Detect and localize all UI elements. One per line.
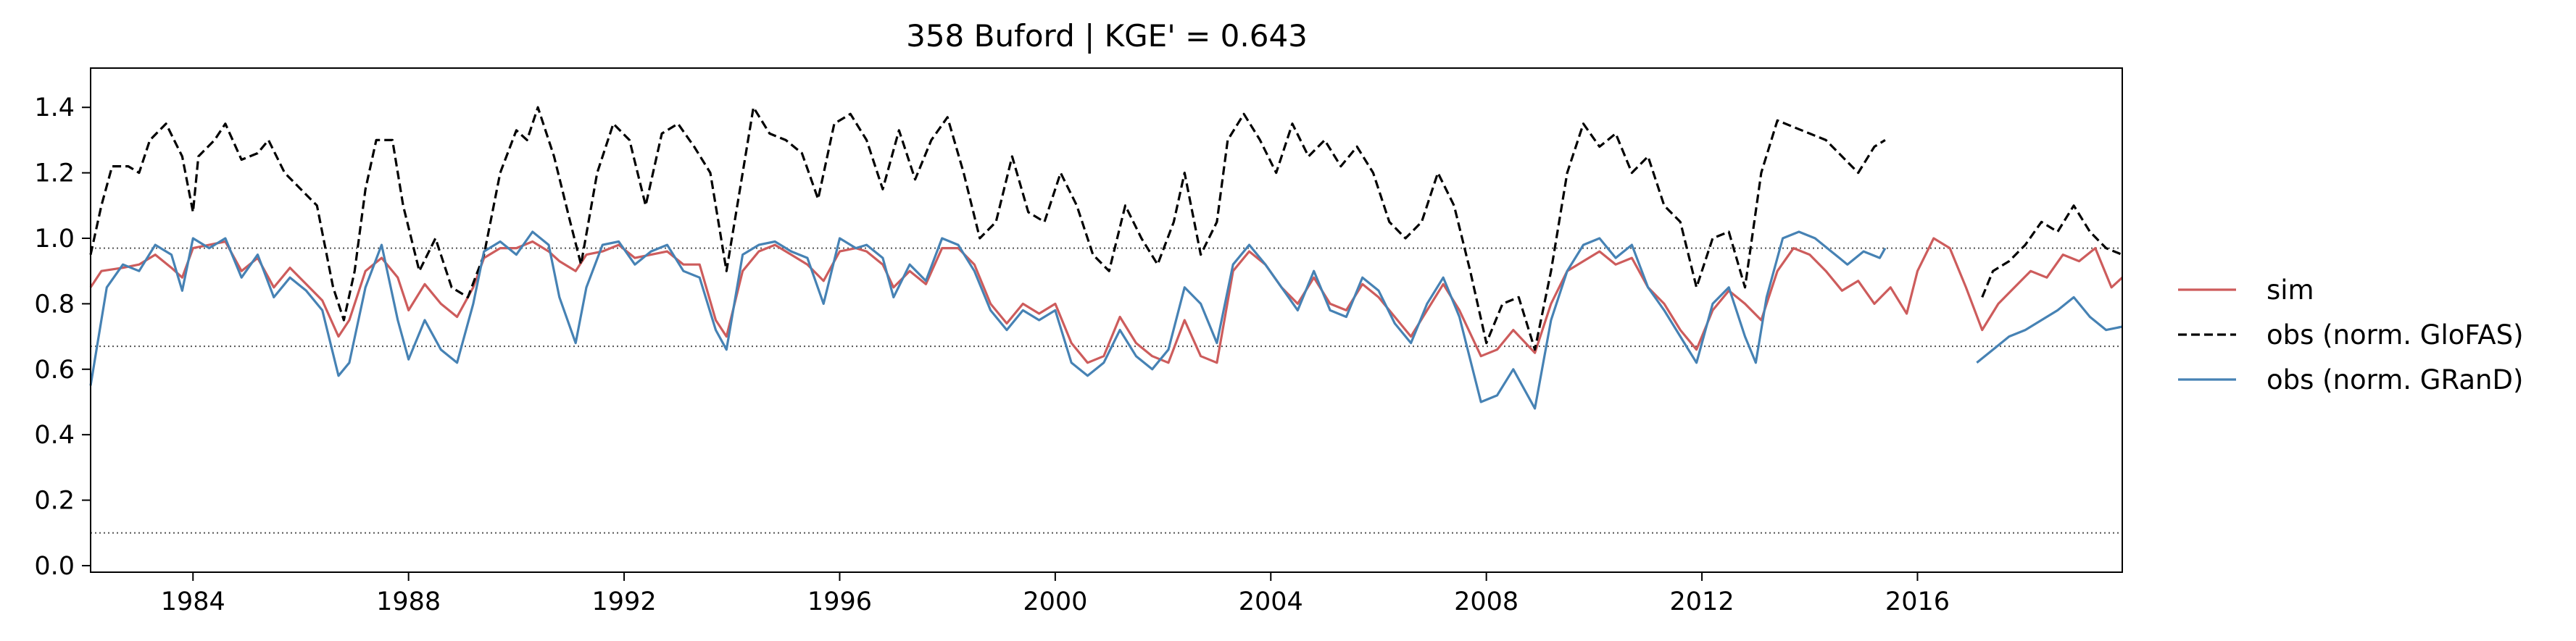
- legend-label-2: obs (norm. GRanD): [2267, 364, 2523, 395]
- x-tick-label-1: 1988: [376, 587, 441, 616]
- y-tick-label-2: 0.4: [34, 421, 75, 450]
- legend-label-1: obs (norm. GloFAS): [2267, 319, 2524, 351]
- series-line-1: [89, 106, 2123, 351]
- x-tick-label-4: 2000: [1023, 587, 1087, 616]
- reference-lines: [91, 247, 2122, 534]
- x-axis: 1984 1988 1992 1996 2000 2004 2008 2012 2016: [161, 572, 1950, 616]
- x-tick-label-6: 2008: [1454, 587, 1518, 616]
- chart-title: 358 Buford | KGE' = 0.643: [906, 18, 1308, 54]
- x-tick-label-7: 2012: [1670, 587, 1734, 616]
- y-tick-label-1: 0.2: [34, 487, 75, 516]
- plot-frame: [90, 67, 2123, 573]
- y-tick-label-5: 1.0: [34, 225, 75, 254]
- plot-area: 1984 1988 1992 1996 2000 2004 2008 2012 2016 0.0…: [34, 67, 2124, 616]
- x-tick-label-2: 1992: [592, 587, 657, 616]
- x-tick-label-8: 2016: [1885, 587, 1950, 616]
- legend-label-0: sim: [2267, 275, 2314, 306]
- series-line-0: [89, 237, 2124, 364]
- y-tick-label-4: 0.8: [34, 290, 75, 319]
- y-tick-label-6: 1.2: [34, 159, 75, 188]
- series-line-2: [89, 230, 2123, 410]
- y-tick-label-7: 1.4: [34, 93, 75, 122]
- y-axis: 0.0 0.2 0.4 0.6 0.8 1.0 1.2 1.4: [34, 93, 91, 581]
- series-layer: [89, 106, 2124, 410]
- x-tick-label-5: 2004: [1239, 587, 1303, 616]
- x-tick-label-3: 1996: [807, 587, 872, 616]
- y-tick-label-0: 0.0: [34, 552, 75, 581]
- legend: sim obs (norm. GloFAS) obs (norm. GRanD): [2178, 275, 2524, 395]
- x-tick-label-0: 1984: [161, 587, 225, 616]
- y-tick-label-3: 0.6: [34, 356, 75, 385]
